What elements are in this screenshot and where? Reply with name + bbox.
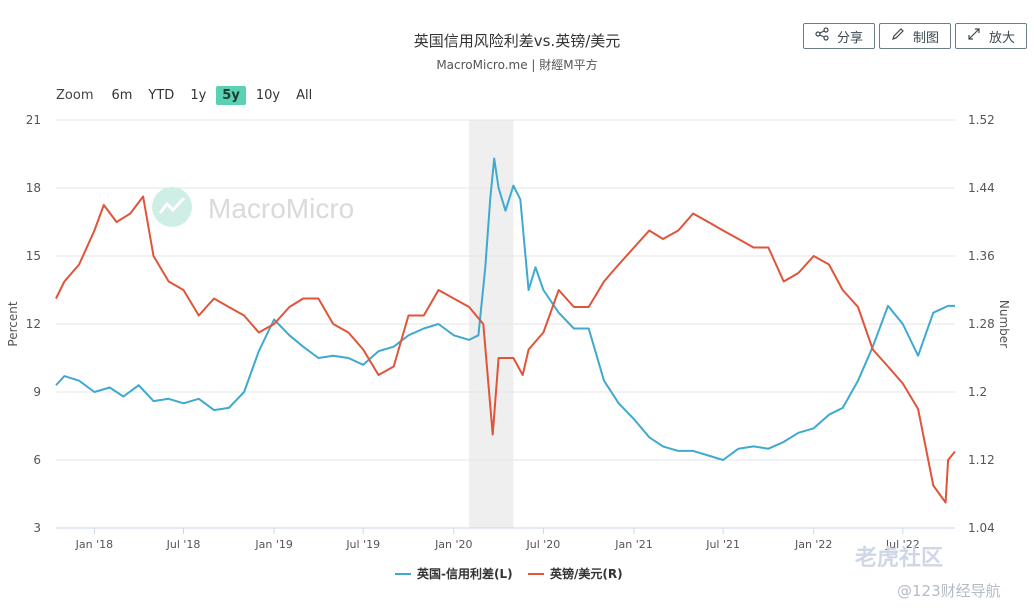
watermark-text: MacroMicro (208, 193, 354, 224)
x-tick-label: Jul '18 (166, 538, 201, 551)
zoom-ytd-button[interactable]: YTD (148, 88, 175, 103)
corner-watermark: 老虎社区 (855, 546, 944, 571)
y-right-tick-label: 1.52 (968, 113, 995, 127)
y-left-tick-label: 12 (26, 317, 41, 331)
pencil-icon (891, 27, 905, 45)
y-right-tick-label: 1.04 (968, 521, 995, 535)
x-tick-label: Jul '19 (345, 538, 380, 551)
legend-label: 英国-信用利差(L) (417, 566, 513, 581)
corner-watermark-site: @123财经导航 (897, 582, 1001, 600)
enlarge-button[interactable]: 放大 (955, 23, 1027, 49)
y-left-tick-label: 15 (26, 249, 41, 263)
series-line-gbp-usd (55, 195, 956, 504)
y-left-tick-label: 3 (33, 521, 41, 535)
y-right-tick-label: 1.28 (968, 317, 995, 331)
series-line-uk-credit-spread (55, 157, 955, 461)
x-tick-label: Jul '21 (705, 538, 740, 551)
share-button[interactable]: 分享 (803, 23, 875, 49)
zoom-label: Zoom (56, 88, 94, 103)
y-right-axis-title: Number (997, 300, 1011, 348)
y-right-tick-label: 1.2 (968, 385, 987, 399)
share-icon (815, 27, 829, 45)
y-left-tick-label: 6 (33, 453, 41, 467)
chart-title: 英国信用风险利差vs.英镑/美元 (413, 32, 621, 50)
zoom-all-button[interactable]: All (296, 88, 313, 103)
enlarge-label: 放大 (988, 30, 1015, 46)
draw-label: 制图 (912, 30, 939, 46)
y-left-axis-title: Percent (6, 301, 20, 346)
x-tick-label: Jul '20 (526, 538, 561, 551)
x-tick-label: Jan '19 (254, 538, 292, 551)
zoom-10y-button[interactable]: 10y (255, 88, 281, 103)
zoom-1y-button[interactable]: 1y (190, 88, 207, 103)
y-right-tick-label: 1.44 (968, 181, 995, 195)
x-tick-label: Jan '20 (434, 538, 472, 551)
y-left-tick-label: 18 (26, 181, 41, 195)
y-left-tick-label: 21 (26, 113, 41, 127)
chart-subtitle: MacroMicro.me | 財經M平方 (436, 58, 598, 72)
zoom-bar: Zoom 6m YTD 1y 5y 10y All (56, 86, 322, 105)
y-left-tick-label: 9 (33, 385, 41, 399)
y-right-tick-label: 1.36 (968, 249, 995, 263)
x-tick-label: Jan '21 (614, 538, 652, 551)
x-tick-label: Jul '22 (885, 538, 920, 551)
legend-label: 英镑/美元(R) (550, 566, 623, 581)
draw-button[interactable]: 制图 (879, 23, 951, 49)
share-label: 分享 (836, 30, 863, 46)
x-tick-label: Jan '22 (794, 538, 832, 551)
y-right-tick-label: 1.12 (968, 453, 995, 467)
expand-icon (967, 27, 981, 45)
zoom-5y-button[interactable]: 5y (216, 86, 246, 105)
zoom-6m-button[interactable]: 6m (111, 88, 133, 103)
watermark-logo-mark (158, 196, 186, 214)
x-tick-label: Jan '18 (75, 538, 113, 551)
